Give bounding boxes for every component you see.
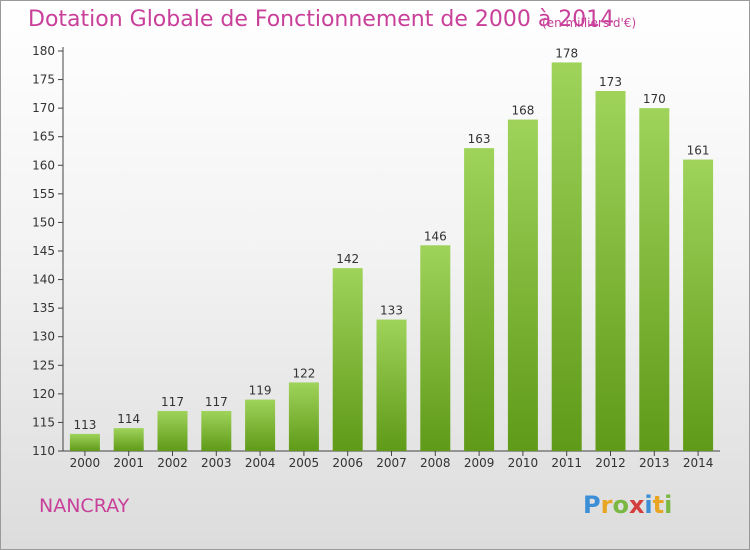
x-tick-label: 2006 — [332, 456, 363, 470]
data-labels: 113 114 117 117 119 122 142 133 146 163 168 178 173 1… — [73, 46, 709, 431]
y-tick-label: 170 — [32, 101, 55, 115]
bar — [157, 411, 188, 451]
y-tick-label: 135 — [32, 301, 55, 315]
bar — [288, 382, 319, 451]
x-tick-label: 2014 — [683, 456, 714, 470]
x-tick-label: 2011 — [551, 456, 582, 470]
bar — [332, 268, 363, 451]
x-tick-label: 2000 — [70, 456, 101, 470]
x-tick-label: 2005 — [289, 456, 320, 470]
logo-letter: i — [644, 491, 653, 519]
data-label: 146 — [424, 229, 447, 243]
data-label: 168 — [511, 104, 534, 118]
bar — [69, 433, 100, 451]
bar — [245, 399, 276, 451]
data-label: 163 — [468, 132, 491, 146]
y-tick-label: 145 — [32, 244, 55, 258]
logo-letter: t — [652, 491, 665, 519]
y-tick-label: 125 — [32, 358, 55, 372]
bar — [639, 108, 670, 452]
data-label: 178 — [555, 46, 578, 60]
chart-unit-note: (en milliers d'€) — [542, 16, 637, 30]
bar — [551, 62, 582, 452]
bar — [420, 245, 451, 451]
bars — [69, 62, 714, 452]
y-tick-label: 175 — [32, 73, 55, 87]
data-label: 117 — [205, 395, 228, 409]
x-tick-label: 2012 — [595, 456, 626, 470]
bar — [683, 159, 714, 452]
commune-name: NANCRAY — [39, 495, 130, 517]
x-tick-label: 2007 — [376, 456, 407, 470]
data-label: 133 — [380, 304, 403, 318]
y-tick-label: 155 — [32, 187, 55, 201]
bar — [376, 319, 407, 451]
logo-letter: P — [583, 491, 601, 519]
data-label: 142 — [336, 252, 359, 266]
bar — [201, 411, 232, 451]
data-label: 170 — [643, 92, 666, 106]
logo-letter: i — [664, 491, 673, 519]
y-tick-label: 160 — [32, 158, 55, 172]
data-label: 117 — [161, 395, 184, 409]
y-tick-label: 180 — [32, 44, 55, 58]
logo-letter: r — [600, 491, 613, 519]
y-tick-label: 140 — [32, 273, 55, 287]
bar — [595, 91, 626, 451]
proxiti-logo: Proxiti — [583, 491, 672, 519]
data-label: 114 — [117, 412, 140, 426]
y-tick-label: 130 — [32, 330, 55, 344]
data-label: 119 — [249, 384, 272, 398]
bar — [464, 148, 495, 451]
x-tick-label: 2004 — [245, 456, 276, 470]
data-label: 122 — [292, 366, 315, 380]
x-tick-label: 2002 — [157, 456, 188, 470]
chart-title: Dotation Globale de Fonctionnement de 20… — [28, 7, 615, 32]
x-tick-label: 2013 — [639, 456, 670, 470]
bar — [507, 119, 538, 452]
bar — [113, 428, 144, 451]
x-tick-label: 2009 — [464, 456, 495, 470]
data-label: 173 — [599, 75, 622, 89]
y-tick-label: 120 — [32, 387, 55, 401]
x-tick-label: 2010 — [508, 456, 539, 470]
x-tick-label: 2001 — [113, 456, 144, 470]
logo-letter: x — [628, 491, 645, 519]
axes: 1101151201251301351401451501551601651701… — [32, 44, 720, 470]
x-tick-label: 2003 — [201, 456, 232, 470]
logo-letter: o — [612, 491, 629, 519]
data-label: 113 — [73, 418, 96, 432]
y-tick-label: 165 — [32, 130, 55, 144]
x-tick-label: 2008 — [420, 456, 451, 470]
y-tick-label: 115 — [32, 415, 55, 429]
data-label: 161 — [687, 144, 710, 158]
y-tick-label: 110 — [32, 444, 55, 458]
y-tick-label: 150 — [32, 215, 55, 229]
